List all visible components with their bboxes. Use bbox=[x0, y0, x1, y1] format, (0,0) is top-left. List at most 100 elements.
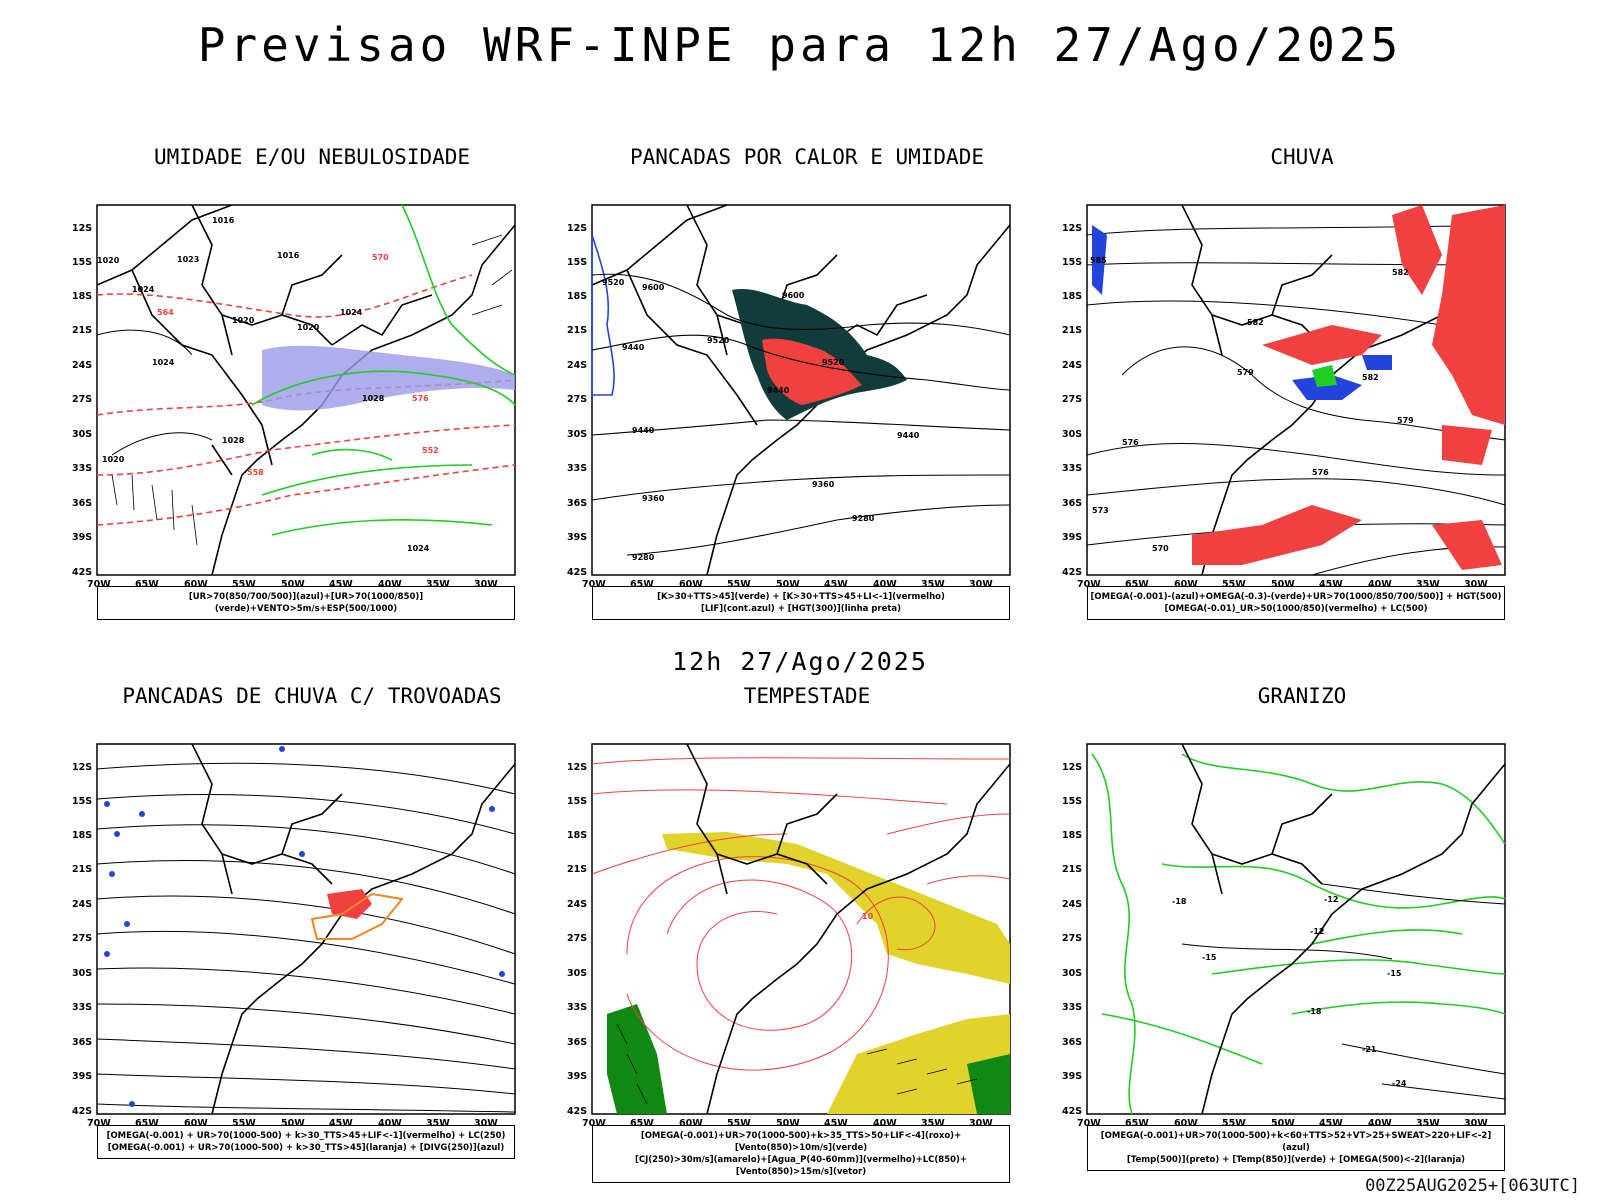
lon-label: 35W bbox=[426, 579, 450, 590]
contour-label: -18 bbox=[1172, 897, 1187, 906]
lon-label: 30W bbox=[969, 1118, 993, 1129]
black-temp500 bbox=[1181, 883, 1506, 1100]
lat-label: 21S bbox=[567, 325, 587, 336]
legend-line: [OMEGA(-0.01)_UR>50(1000/850)(vermelho) … bbox=[1164, 604, 1428, 614]
wind-arrows bbox=[111, 234, 513, 546]
lat-label: 27S bbox=[567, 394, 587, 405]
lon-label: 35W bbox=[1416, 1118, 1440, 1129]
lat-label: 33S bbox=[567, 463, 587, 474]
lat-label: 18S bbox=[567, 830, 587, 841]
lon-label: 40W bbox=[873, 579, 897, 590]
lat-label: 18S bbox=[72, 830, 92, 841]
lon-label: 60W bbox=[184, 1118, 208, 1129]
blue-divergence bbox=[104, 746, 505, 1107]
streamlines bbox=[96, 762, 516, 1113]
lon-label: 70W bbox=[1077, 579, 1101, 590]
map-frame bbox=[591, 743, 1011, 1115]
legend-line: [UR>70(850/700/500)](azul)+[UR>70(1000/8… bbox=[188, 592, 424, 614]
contour-label: 9280 bbox=[632, 553, 655, 562]
lon-label: 45W bbox=[824, 1118, 848, 1129]
lon-label: 70W bbox=[87, 1118, 111, 1129]
green-wind bbox=[607, 1004, 1010, 1114]
wind-vectors bbox=[616, 1023, 978, 1105]
contour-labels: 585 582 582 579 576 576 573 570 582 579 bbox=[1090, 256, 1414, 553]
lon-label: 55W bbox=[1222, 579, 1246, 590]
legend-box: [K>30+TTS>45](verde) + [K>30+TTS>45+LI<-… bbox=[592, 586, 1010, 620]
lon-label: 35W bbox=[921, 579, 945, 590]
contour-label: 1024 bbox=[132, 285, 155, 294]
lon-label: 35W bbox=[1416, 579, 1440, 590]
lon-label: 65W bbox=[630, 579, 654, 590]
lon-label: 50W bbox=[281, 579, 305, 590]
lat-label: 39S bbox=[1062, 1071, 1082, 1082]
lat-label: 15S bbox=[72, 796, 92, 807]
panel-pancadas-calor: PANCADAS POR CALOR E UMIDADE 9600 9520 9… bbox=[567, 145, 1047, 635]
lat-label: 24S bbox=[1062, 360, 1082, 371]
lon-label: 40W bbox=[378, 579, 402, 590]
panel-title: CHUVA bbox=[1270, 145, 1334, 169]
contour-label: 1020 bbox=[232, 316, 255, 325]
lat-label: 36S bbox=[72, 1037, 92, 1048]
contour-labels: 10 bbox=[862, 912, 874, 921]
map-tempestade: 10 12S 15S 18S 21S 24S 27S 30S 33S 36S 3… bbox=[567, 743, 1011, 1129]
legend-line: [CJ(250)>30m/s](amarelo)+[Agua_P(40-60mm… bbox=[634, 1155, 968, 1177]
panel-trovoadas: PANCADAS DE CHUVA C/ TROVOADAS bbox=[72, 684, 552, 1174]
contour-labels: 1016 1023 1016 1024 1020 1020 1024 1024 … bbox=[97, 216, 439, 553]
contour-label: 570 bbox=[372, 253, 389, 262]
lon-label: 60W bbox=[184, 579, 208, 590]
lat-label: 30S bbox=[1062, 429, 1082, 440]
lon-label: 45W bbox=[1319, 579, 1343, 590]
lon-label: 40W bbox=[1368, 1118, 1392, 1129]
contour-label: 9440 bbox=[767, 386, 790, 395]
lon-label: 55W bbox=[727, 579, 751, 590]
lon-label: 55W bbox=[232, 1118, 256, 1129]
contour-label: 579 bbox=[1397, 416, 1414, 425]
contour-label: 579 bbox=[1237, 368, 1254, 377]
legend-line: [OMEGA(-0.001)-(azul)+OMEGA(-0.3)-(verde… bbox=[1090, 592, 1502, 602]
lat-label: 15S bbox=[1062, 257, 1082, 268]
lon-label: 40W bbox=[873, 1118, 897, 1129]
lat-label: 36S bbox=[567, 1037, 587, 1048]
lon-label: 70W bbox=[1077, 1118, 1101, 1129]
contour-label: 558 bbox=[247, 468, 264, 477]
lat-label: 33S bbox=[72, 463, 92, 474]
coastline bbox=[686, 743, 1011, 1115]
lat-label: 33S bbox=[1062, 1002, 1082, 1013]
coastline bbox=[191, 743, 516, 1115]
lat-label: 12S bbox=[567, 223, 587, 234]
panel-title: PANCADAS POR CALOR E UMIDADE bbox=[629, 145, 984, 169]
contour-label: 9520 bbox=[707, 336, 730, 345]
black-contours bbox=[96, 329, 213, 456]
map-frame bbox=[96, 743, 516, 1115]
contour-label: 1028 bbox=[362, 394, 385, 403]
lat-label: 24S bbox=[567, 360, 587, 371]
contour-label: 576 bbox=[1122, 438, 1139, 447]
contour-label: -12 bbox=[1310, 927, 1324, 936]
map-umidade: 1016 1023 1016 1024 1020 1020 1024 1024 … bbox=[72, 204, 516, 590]
page-title: Previsao WRF-INPE para 12h 27/Ago/2025 bbox=[197, 18, 1403, 72]
lat-label: 42S bbox=[1062, 567, 1082, 578]
contour-label: 582 bbox=[1392, 268, 1409, 277]
lon-labels: 70W 65W 60W 55W 50W 45W 40W 35W 30W bbox=[582, 1118, 993, 1129]
contour-label: 9600 bbox=[782, 291, 805, 300]
red-rain bbox=[1192, 205, 1505, 570]
lat-label: 42S bbox=[72, 567, 92, 578]
contour-label: 9440 bbox=[632, 426, 655, 435]
lon-label: 45W bbox=[329, 1118, 353, 1129]
contour-label: 1020 bbox=[102, 455, 125, 464]
contour-label: 9440 bbox=[897, 431, 920, 440]
contour-label: 570 bbox=[1152, 544, 1169, 553]
legend-box: [OMEGA(-0.001)+UR>70(1000-500)+k>35_TTS>… bbox=[592, 1125, 1010, 1183]
lon-labels: 70W 65W 60W 55W 50W 45W 40W 35W 30W bbox=[582, 579, 993, 590]
lat-label: 18S bbox=[72, 291, 92, 302]
forecast-time: 12h 27/Ago/2025 bbox=[672, 647, 928, 676]
hgt-contours bbox=[591, 273, 1011, 556]
lat-label: 15S bbox=[1062, 796, 1082, 807]
lon-label: 45W bbox=[1319, 1118, 1343, 1129]
lon-label: 30W bbox=[969, 579, 993, 590]
contour-label: -24 bbox=[1392, 1079, 1407, 1088]
lon-labels: 70W 65W 60W 55W 50W 45W 40W 35W 30W bbox=[87, 579, 498, 590]
red-area bbox=[762, 338, 862, 405]
lon-label: 50W bbox=[776, 1118, 800, 1129]
map-pancadas-calor: 9600 9520 9600 9520 9440 9520 9440 9440 … bbox=[567, 204, 1011, 590]
